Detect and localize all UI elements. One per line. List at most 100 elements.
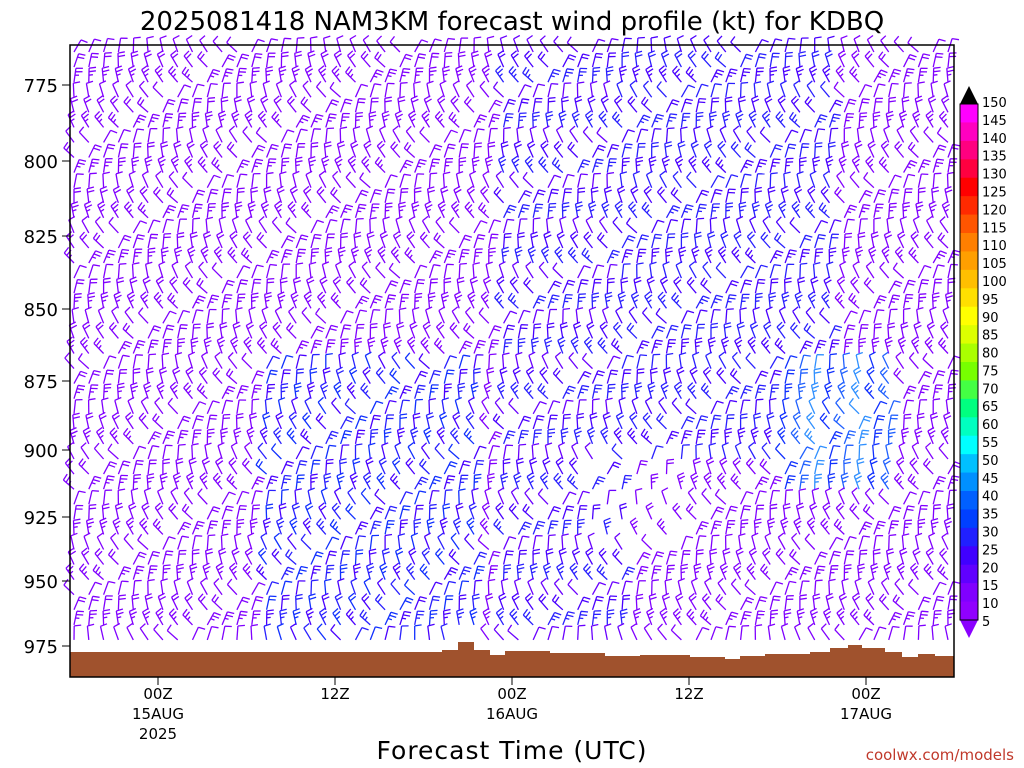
wind-barb xyxy=(304,396,312,415)
wind-barb xyxy=(591,384,603,399)
wind-barb xyxy=(547,520,559,535)
wind-barb xyxy=(717,140,727,158)
wind-barb xyxy=(101,503,110,520)
wind-barb xyxy=(618,396,626,414)
wind-barb xyxy=(907,578,919,596)
wind-barb xyxy=(583,563,593,581)
wind-barb xyxy=(554,246,564,264)
wind-barb xyxy=(408,547,417,565)
wind-barb xyxy=(591,595,604,610)
credit-link[interactable]: coolwx.com/models xyxy=(866,746,1014,764)
wind-barb xyxy=(455,170,464,188)
wind-barb xyxy=(182,608,193,626)
wind-barb xyxy=(695,111,704,128)
wind-barb xyxy=(111,411,120,430)
wind-barb xyxy=(173,246,183,264)
wind-barb xyxy=(354,626,369,641)
wind-barb xyxy=(265,369,278,384)
wind-barb xyxy=(814,354,824,369)
wind-barb xyxy=(147,353,157,369)
wind-barb xyxy=(888,294,901,309)
wind-barb xyxy=(443,460,458,475)
wind-barb xyxy=(236,187,245,203)
wind-barb xyxy=(798,156,807,173)
wind-barb xyxy=(695,535,707,550)
wind-barb xyxy=(695,97,707,113)
wind-barb xyxy=(73,384,86,399)
wind-barb xyxy=(197,51,208,68)
wind-barb xyxy=(769,503,778,520)
wind-barb xyxy=(557,336,566,354)
wind-barb xyxy=(458,262,467,279)
wind-barb xyxy=(244,110,253,128)
wind-barb xyxy=(278,502,287,520)
wind-barb xyxy=(517,549,527,565)
y-tick-label: 975 xyxy=(24,637,58,658)
wind-barb xyxy=(369,188,383,204)
wind-barb xyxy=(128,170,136,188)
wind-barb xyxy=(781,291,790,309)
wind-barb xyxy=(834,291,845,309)
wind-barb xyxy=(857,563,865,580)
wind-barb xyxy=(688,261,697,279)
wind-barb xyxy=(157,592,166,611)
wind-barb xyxy=(242,231,253,249)
wind-barb xyxy=(747,336,756,354)
wind-barb xyxy=(710,626,723,641)
wind-barb xyxy=(346,276,357,294)
wind-barb xyxy=(576,412,585,429)
wind-barb xyxy=(838,487,845,505)
wind-barb xyxy=(260,532,268,550)
wind-barb xyxy=(255,458,268,475)
wind-barb xyxy=(784,143,797,158)
wind-barb xyxy=(339,324,352,339)
wind-barb xyxy=(473,354,484,369)
wind-barb xyxy=(522,66,534,83)
wind-barb xyxy=(675,592,684,611)
wind-barb xyxy=(428,250,443,264)
wind-barb xyxy=(73,173,84,188)
wind-barb xyxy=(251,581,266,596)
wind-barb xyxy=(285,322,297,339)
wind-barb xyxy=(103,129,118,143)
wind-barb xyxy=(497,487,505,505)
wind-barb xyxy=(754,264,768,279)
wind-barb xyxy=(913,321,922,339)
wind-barb xyxy=(458,580,470,595)
wind-barb xyxy=(347,50,357,68)
wind-barb xyxy=(186,577,194,595)
wind-barb xyxy=(334,592,343,611)
wind-barb xyxy=(665,204,681,219)
wind-barb xyxy=(719,562,729,580)
y-tick: 825 xyxy=(24,227,70,248)
wind-barb xyxy=(733,230,742,249)
wind-barb xyxy=(464,201,475,219)
wind-barb xyxy=(376,472,386,490)
wind-barb xyxy=(449,427,460,445)
wind-barb xyxy=(724,427,733,444)
wind-barb xyxy=(855,351,864,369)
wind-barb xyxy=(428,475,442,490)
wind-barb xyxy=(177,415,191,430)
wind-barb xyxy=(894,246,905,264)
wind-barb xyxy=(883,562,892,580)
wind-barb xyxy=(867,140,876,158)
wind-barb xyxy=(581,352,593,370)
wind-barb xyxy=(577,624,586,640)
wind-barb xyxy=(440,623,448,641)
wind-barb xyxy=(873,520,886,535)
wind-barb xyxy=(823,607,832,626)
wind-barb xyxy=(858,189,873,204)
wind-barb xyxy=(503,310,518,324)
wind-barb xyxy=(837,50,847,68)
wind-barb xyxy=(814,142,823,158)
wind-barb xyxy=(450,95,460,113)
wind-barb xyxy=(764,532,772,550)
wind-barb xyxy=(434,548,445,565)
wind-barb xyxy=(86,623,95,640)
wind-barb xyxy=(229,230,238,249)
wind-barb xyxy=(651,353,661,369)
wind-barb xyxy=(285,217,297,234)
wind-barb xyxy=(191,217,201,233)
wind-barb xyxy=(917,279,929,294)
